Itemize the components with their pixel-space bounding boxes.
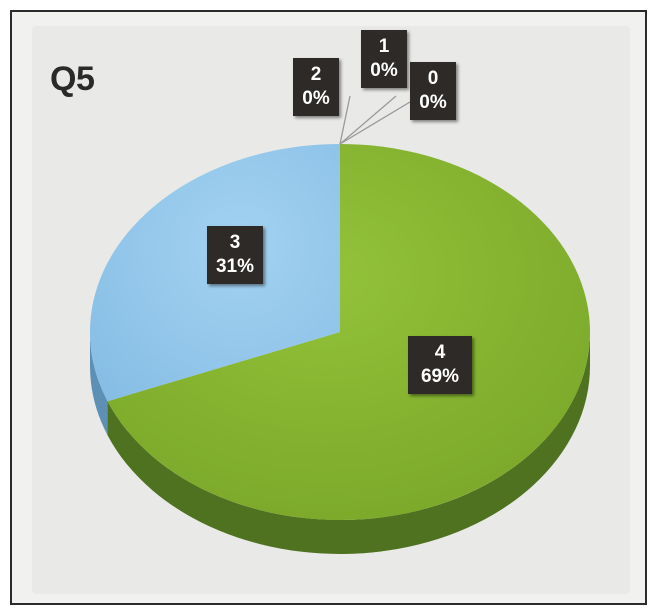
slice-3-category: 3 <box>229 232 241 253</box>
slice-1-percent: 0% <box>370 60 398 81</box>
pie-slices <box>89 143 590 520</box>
chart-title: Q5 <box>50 60 95 98</box>
data-label-slice-1: 1 0% <box>361 30 407 88</box>
slice-0-percent: 0% <box>419 92 447 113</box>
pie-slice-4 <box>107 144 590 520</box>
leader-line-2 <box>339 95 421 145</box>
slice-4-category: 4 <box>434 342 446 363</box>
slice-4-side <box>107 332 590 555</box>
data-label-slice-4: 4 69% <box>408 336 472 394</box>
slice-3-percent: 31% <box>215 256 255 277</box>
slice-3-side <box>90 332 108 436</box>
data-label-slice-3: 3 31% <box>207 226 263 284</box>
slice-1-category: 1 <box>378 36 390 57</box>
slice-2-category: 2 <box>310 64 322 85</box>
data-label-slice-2: 2 0% <box>293 58 339 116</box>
slice-2-percent: 0% <box>302 88 330 109</box>
leader-line-0 <box>339 95 351 145</box>
data-label-slice-0: 0 0% <box>410 62 456 120</box>
leader-line-1 <box>339 95 397 145</box>
slice-0-category: 0 <box>427 68 439 89</box>
leader-lines <box>339 95 421 145</box>
pie-3d-side <box>90 332 590 555</box>
slice-4-percent: 69% <box>420 366 460 387</box>
